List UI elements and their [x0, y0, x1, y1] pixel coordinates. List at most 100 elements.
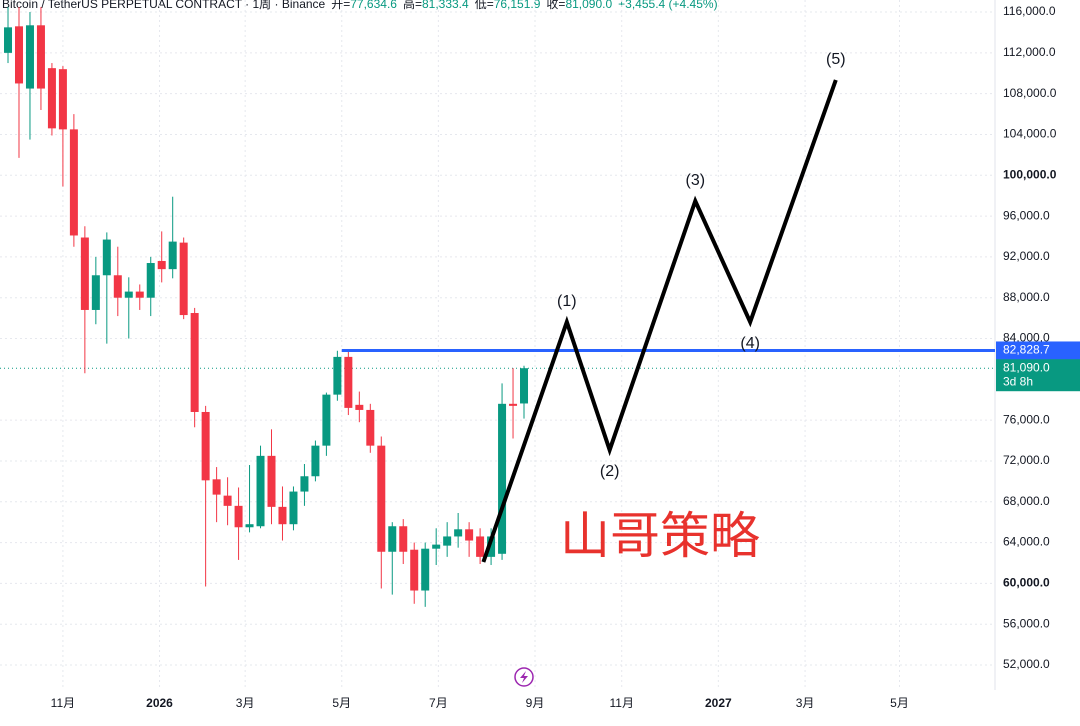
candle-body [454, 529, 463, 537]
candle-body [146, 263, 155, 298]
candle-body [432, 544, 441, 549]
y-tick-label: 96,000.0 [1003, 208, 1050, 222]
header-part: 低= [475, 0, 494, 11]
header-bg [0, 0, 760, 13]
y-tick-label: 56,000.0 [1003, 616, 1050, 630]
x-tick-label: 7月 [429, 696, 448, 710]
candle-body [443, 536, 452, 546]
candle-body [36, 25, 45, 89]
y-tick-label: 112,000.0 [1003, 45, 1056, 59]
header-part: 收= [546, 0, 565, 11]
price-badge-label: 81,090.0 [1003, 360, 1050, 374]
candle-body [267, 455, 276, 507]
watermark: 山哥策略 [560, 508, 760, 564]
candle-body [498, 403, 507, 554]
x-tick-label: 5月 [890, 696, 909, 710]
candle-body [80, 237, 89, 310]
y-tick-label: 64,000.0 [1003, 535, 1050, 549]
candle-body [201, 411, 210, 481]
y-tick-label: 108,000.0 [1003, 86, 1057, 100]
wave-label: (2) [600, 463, 620, 480]
candle-body [476, 536, 485, 557]
candle-body [465, 529, 474, 541]
x-tick-label: 11月 [609, 696, 633, 710]
candle-body [388, 526, 397, 552]
header-part: 81,333.4 [422, 0, 469, 11]
wave-label: (5) [826, 51, 846, 68]
candle-body [245, 524, 254, 528]
candle-body [14, 26, 23, 84]
wave-label: (4) [740, 335, 760, 352]
candle-body [410, 549, 419, 591]
x-tick-label: 3月 [796, 696, 815, 710]
candle-body [300, 476, 309, 492]
candle-body [520, 368, 529, 404]
candle-body [234, 505, 243, 528]
candle-body [509, 403, 518, 406]
icon [520, 671, 528, 683]
y-tick-label: 116,000.0 [1003, 4, 1056, 18]
candle-body [487, 536, 496, 557]
price-badge-label: 82,828.7 [1003, 343, 1050, 357]
y-tick-label: 84,000.0 [1003, 331, 1050, 345]
x-tick-label: 2027 [705, 696, 732, 710]
candle-body [355, 404, 364, 410]
candle-body [4, 27, 13, 53]
candle-body [289, 491, 298, 525]
header-text: Bitcoin / TetherUS PERPETUAL CONTRACT · … [2, 0, 718, 11]
countdown: 3d 8h [1003, 374, 1033, 388]
header-part: 高= [403, 0, 422, 11]
price-badge [996, 341, 1080, 360]
candle-body [69, 129, 78, 236]
candle-body [25, 25, 34, 89]
x-tick-label: 9月 [526, 696, 545, 710]
candle-body [223, 495, 232, 506]
candle-body [179, 242, 188, 316]
candle-body [311, 445, 320, 477]
x-tick-label: 11月 [51, 696, 75, 710]
y-tick-label: 68,000.0 [1003, 494, 1050, 508]
header-part: 开= [331, 0, 350, 11]
y-tick-label: 76,000.0 [1003, 412, 1050, 426]
x-tick-label: 2026 [146, 696, 173, 710]
candle-body [377, 445, 386, 552]
wave-label: (1) [557, 293, 577, 310]
candle-body [322, 394, 331, 446]
price-badge [996, 359, 1080, 392]
y-tick-label: 72,000.0 [1003, 453, 1050, 467]
y-tick-label: 104,000.0 [1003, 127, 1057, 141]
header-part: 81,090.0 [565, 0, 612, 11]
candle-body [58, 69, 67, 130]
candle-body [256, 455, 265, 527]
candle-body [102, 239, 111, 276]
wave-label: (3) [686, 172, 706, 189]
candle-body [113, 275, 122, 298]
x-tick-label: 3月 [236, 696, 255, 710]
y-tick-label: 100,000.0 [1003, 167, 1057, 181]
candle-body [344, 356, 353, 408]
header-part: 77,634.6 [350, 0, 397, 11]
candle-body [135, 291, 144, 298]
header-part: +3,455.4 (+4.45%) [618, 0, 717, 11]
y-tick-label: 60,000.0 [1003, 576, 1050, 590]
candle-body [333, 356, 342, 395]
candle-body [157, 260, 166, 270]
candle-body [47, 68, 56, 129]
candle-body [278, 506, 287, 525]
header-part: Bitcoin / TetherUS PERPETUAL CONTRACT · … [2, 0, 326, 11]
icon [514, 667, 534, 687]
candle-body [124, 291, 133, 298]
header-part: 76,151.9 [494, 0, 541, 11]
candle-body [212, 479, 221, 495]
candle-body [366, 409, 375, 446]
candle-body [190, 313, 199, 412]
candle-body [421, 548, 430, 591]
wave-line [481, 79, 838, 563]
x-tick-label: 5月 [332, 696, 351, 710]
y-tick-label: 88,000.0 [1003, 290, 1050, 304]
y-tick-label: 92,000.0 [1003, 249, 1050, 263]
candle-body [168, 241, 177, 270]
header: Bitcoin / TetherUS PERPETUAL CONTRACT · … [0, 0, 760, 13]
candle-body [399, 526, 408, 552]
